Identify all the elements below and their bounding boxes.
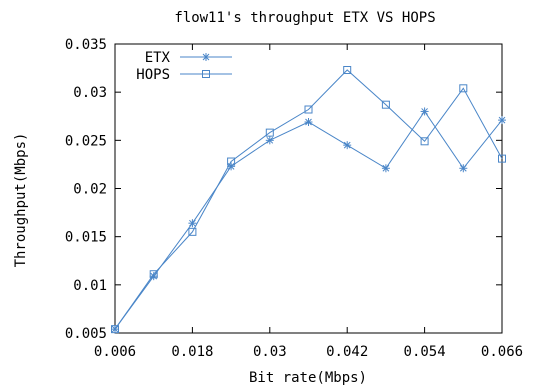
legend-marker-etx [202, 53, 210, 61]
legend-label-hops: HOPS [136, 67, 170, 83]
y-tick-label: 0.01 [73, 278, 107, 294]
data-point-etx [188, 219, 197, 228]
data-point-etx [304, 118, 313, 127]
x-tick-label: 0.054 [404, 344, 446, 360]
series-layer [111, 66, 506, 334]
data-point-etx [111, 325, 119, 334]
y-tick-label: 0.005 [65, 326, 107, 342]
y-axis-title: Throughput(Mbps) [13, 133, 29, 268]
data-point-hops [188, 227, 197, 236]
data-point-etx [459, 164, 468, 173]
y-axis: 0.005 0.01 0.015 0.02 0.025 0.03 0.035 [65, 37, 502, 342]
data-point-hops [149, 270, 158, 279]
x-axis: 0.006 0.018 0.03 0.042 0.054 0.066 [94, 44, 523, 360]
y-tick-label: 0.035 [65, 37, 107, 53]
data-point-etx [420, 107, 429, 116]
legend-label-etx: ETX [145, 50, 171, 66]
data-point-hops [498, 154, 506, 163]
x-tick-label: 0.03 [253, 344, 287, 360]
data-point-hops [381, 100, 390, 109]
y-tick-label: 0.02 [73, 182, 107, 198]
y-tick-label: 0.03 [73, 85, 107, 101]
x-tick-label: 0.042 [326, 344, 368, 360]
data-point-hops [304, 105, 313, 114]
x-tick-label: 0.006 [94, 344, 136, 360]
series-line-etx [114, 110, 503, 330]
plot-frame [114, 43, 503, 334]
y-tick-label: 0.015 [65, 230, 107, 246]
x-tick-label: 0.066 [481, 344, 523, 360]
data-point-hops [420, 137, 429, 146]
data-point-hops [459, 84, 468, 93]
data-point-hops [227, 157, 236, 166]
data-point-hops [343, 66, 352, 75]
legend-marker-hops [202, 70, 210, 78]
data-point-etx [343, 141, 352, 150]
x-tick-label: 0.018 [171, 344, 213, 360]
data-point-etx [381, 164, 390, 173]
y-tick-label: 0.025 [65, 133, 107, 149]
data-point-etx [265, 136, 274, 145]
data-point-hops [111, 325, 119, 334]
data-point-hops [265, 128, 274, 137]
x-axis-title: Bit rate(Mbps) [249, 370, 367, 386]
chart-title: flow11's throughput ETX VS HOPS [174, 10, 435, 26]
data-point-etx [498, 116, 506, 125]
series-line-hops [114, 69, 503, 330]
